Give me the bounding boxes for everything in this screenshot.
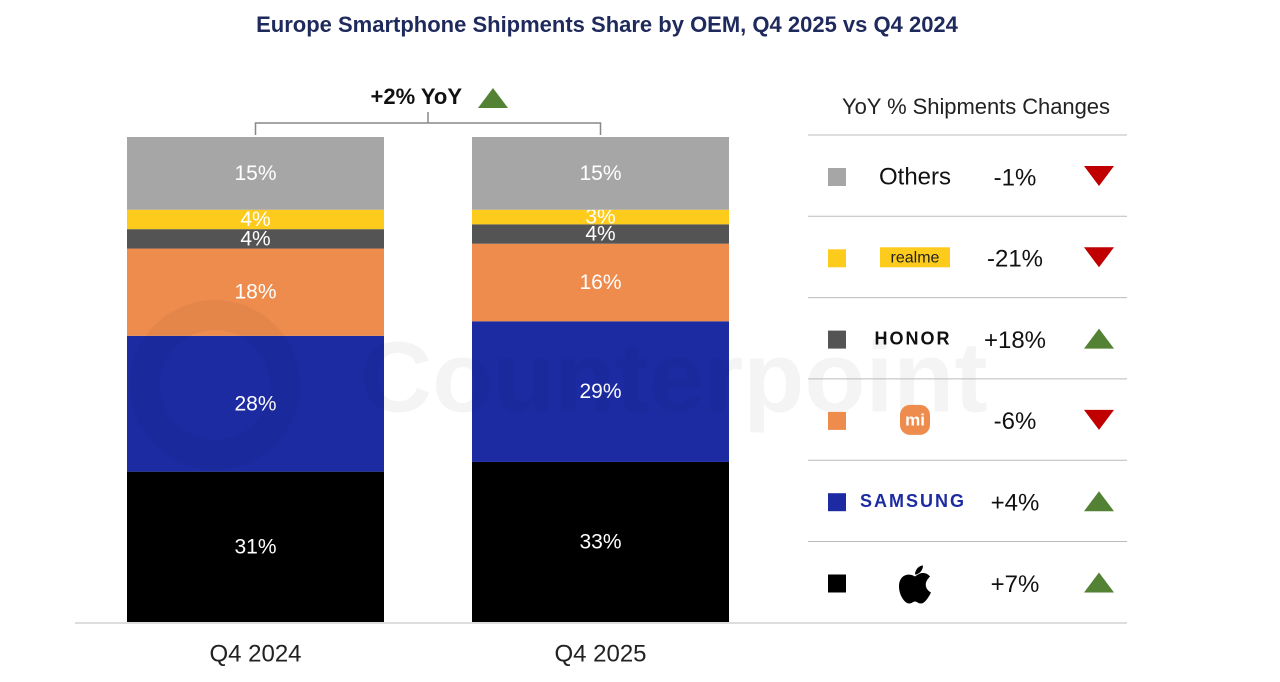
x-tick-label: Q4 2024 (209, 640, 301, 667)
legend-arrow (1084, 491, 1114, 512)
legend-yoy: +18% (984, 327, 1046, 354)
value-label: 31% (234, 535, 276, 558)
legend-label: realme (891, 250, 940, 267)
legend-swatch (828, 330, 846, 349)
value-label: 4% (240, 227, 270, 250)
annotation-label: +2% YoY (370, 84, 462, 109)
bar-segment (127, 229, 384, 249)
bracket (254, 112, 602, 135)
value-label: 16% (579, 271, 621, 294)
legend-arrow (1084, 166, 1114, 186)
mi-logo-bg (900, 404, 930, 435)
bar-segment (127, 335, 384, 472)
apple-logo (899, 565, 931, 604)
bar-segment (472, 461, 729, 622)
legend-arrow (1084, 409, 1114, 430)
x-tick-label: Q4 2025 (554, 640, 646, 667)
bar-segment (472, 321, 729, 462)
watermark-logo (130, 300, 300, 470)
legend-swatch (828, 574, 846, 593)
legend-arrow (1084, 572, 1114, 593)
legend-label: mi (905, 410, 925, 429)
bar-segment (472, 137, 729, 210)
value-label: 4% (240, 208, 270, 231)
bar-segment (472, 224, 729, 244)
value-label: 18% (234, 281, 276, 304)
legend-yoy: -1% (994, 164, 1037, 191)
value-label: 4% (585, 223, 615, 246)
legend-title: YoY % Shipments Changes (842, 94, 1110, 119)
bar-segment (127, 137, 384, 210)
value-label: 15% (579, 162, 621, 185)
legend-swatch (828, 249, 846, 268)
legend-yoy: +4% (991, 490, 1040, 517)
value-label: 3% (585, 206, 615, 229)
annotation-arrow (478, 88, 508, 108)
value-label: 28% (234, 392, 276, 415)
legend-swatch (828, 411, 846, 430)
legend-label: Others (879, 163, 951, 190)
value-label: 15% (234, 162, 276, 185)
bar-segment (472, 243, 729, 322)
bar-segment (127, 209, 384, 230)
watermark: Counterpoint (360, 321, 988, 433)
legend-yoy: -21% (987, 246, 1043, 273)
legend-swatch (828, 168, 846, 186)
value-label: 33% (579, 531, 621, 554)
legend-arrow (1084, 328, 1114, 349)
value-label: 29% (579, 380, 621, 403)
legend-label: HONOR (875, 328, 952, 348)
chart-title: Europe Smartphone Shipments Share by OEM… (256, 12, 959, 37)
legend-label: SAMSUNG (860, 491, 966, 511)
legend-swatch (828, 493, 846, 512)
legend-yoy: -6% (994, 408, 1037, 435)
bar-segment (127, 471, 384, 622)
bar-segment (472, 209, 729, 225)
realme-logo-bg (880, 247, 950, 268)
legend-arrow (1084, 247, 1114, 268)
legend-yoy: +7% (991, 571, 1040, 598)
bar-segment (127, 248, 384, 336)
